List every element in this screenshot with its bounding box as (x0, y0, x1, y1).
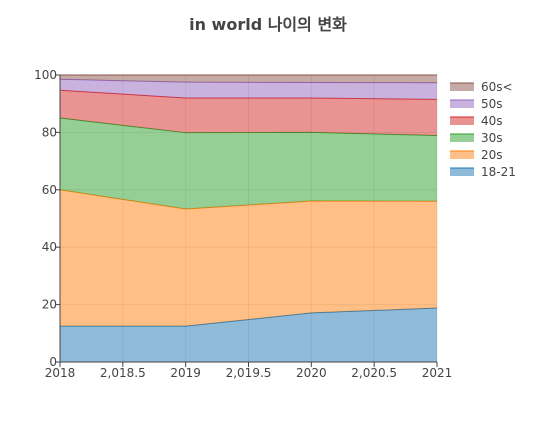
area-40s[interactable] (60, 90, 437, 136)
legend-label: 50s (481, 97, 503, 111)
legend-swatch (450, 117, 474, 125)
y-tick-label: 20 (42, 298, 57, 312)
x-tick-label: 2018 (45, 366, 76, 380)
area-50s[interactable] (60, 79, 437, 100)
legend-label: 40s (481, 114, 503, 128)
area-18-21[interactable] (60, 308, 437, 362)
area-20s[interactable] (60, 189, 437, 327)
area-60s<[interactable] (60, 75, 437, 83)
legend[interactable]: 60s< 50s 40s 30s 20s 18-21 (450, 80, 516, 179)
legend-swatch (450, 151, 474, 159)
x-tick-label: 2020 (296, 366, 327, 380)
x-tick-label: 2019 (170, 366, 201, 380)
y-tick-label: 80 (42, 125, 57, 139)
y-tick-label: 0 (49, 355, 57, 369)
axes: 2018 2,018.5 2019 2,019.5 2020 2,020.5 2021 0 20… (34, 68, 452, 380)
x-tick-label: 2021 (422, 366, 453, 380)
area-30s[interactable] (60, 118, 437, 210)
legend-item-18-21[interactable]: 18-21 (450, 165, 516, 179)
x-tick-label: 2,018.5 (100, 366, 146, 380)
x-tick-label: 2,019.5 (226, 366, 272, 380)
y-tick-label: 40 (42, 240, 57, 254)
legend-item-40s[interactable]: 40s (450, 114, 503, 128)
legend-label: 30s (481, 131, 503, 145)
area-series (59, 74, 438, 362)
legend-item-60s<[interactable]: 60s< (450, 80, 513, 94)
y-tick-label: 100 (34, 68, 57, 82)
legend-swatch (450, 100, 474, 108)
legend-item-20s[interactable]: 20s (450, 148, 503, 162)
legend-swatch (450, 83, 474, 91)
chart-title: in world 나이의 변화 (189, 15, 347, 34)
legend-label: 18-21 (481, 165, 516, 179)
legend-swatch (450, 168, 474, 176)
legend-item-50s[interactable]: 50s (450, 97, 503, 111)
x-tick-label: 2,020.5 (351, 366, 397, 380)
legend-label: 20s (481, 148, 503, 162)
legend-swatch (450, 134, 474, 142)
legend-label: 60s< (481, 80, 513, 94)
y-tick-label: 60 (42, 183, 57, 197)
legend-item-30s[interactable]: 30s (450, 131, 503, 145)
